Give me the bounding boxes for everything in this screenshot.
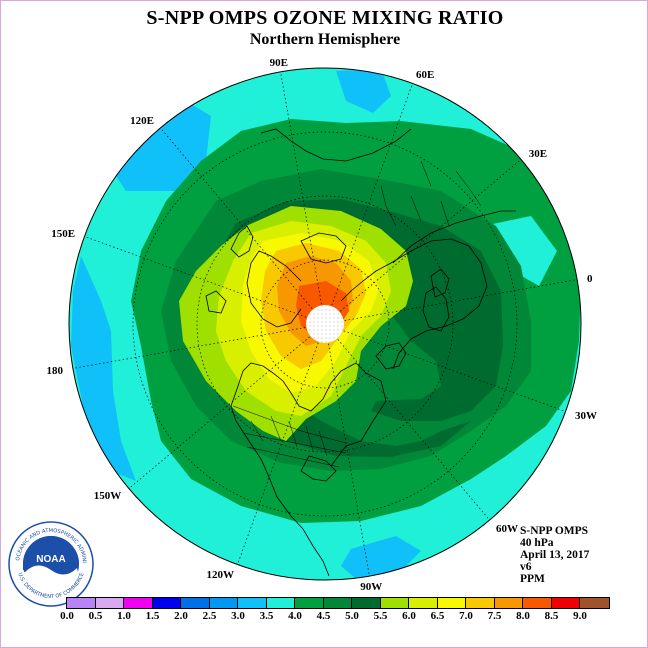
colorbar-tick-label: 2.0	[174, 610, 188, 622]
colorbar-swatch	[409, 598, 438, 608]
longitude-label: 30E	[529, 148, 547, 160]
colorbar-tick-label: 6.5	[430, 610, 445, 622]
colorbar-swatch	[523, 598, 552, 608]
field-level-3.0-northwest	[106, 101, 211, 191]
colorbar-swatch	[466, 598, 495, 608]
graticule	[72, 71, 578, 577]
colorbar-swatch	[181, 598, 210, 608]
product-info: S-NPP OMPS 40 hPa April 13, 2017 v6 PPM	[520, 525, 589, 585]
field-level-3.0-west	[71, 256, 136, 481]
colorbar-swatch	[551, 598, 580, 608]
meridian-line	[331, 83, 413, 306]
colorbar-swatch	[352, 598, 381, 608]
colorbar-tick-label: 8.5	[544, 610, 559, 622]
colorbar-swatch	[238, 598, 267, 608]
meridian-line	[128, 336, 310, 489]
colorbar-swatch	[494, 598, 523, 608]
colorbar-swatch	[67, 598, 96, 608]
coastlines	[205, 128, 516, 577]
colorbar-tick-label: 7.0	[459, 610, 473, 622]
political-borders	[232, 160, 482, 468]
longitude-label: 150E	[51, 228, 75, 240]
longitude-label: 90E	[270, 57, 288, 69]
longitude-label: 150W	[94, 490, 122, 502]
meridian-line	[84, 236, 307, 318]
colorbar-swatch	[209, 598, 238, 608]
colorbar-tick-label: 9.0	[573, 610, 587, 622]
colorbar-swatch	[437, 598, 466, 608]
map-boundary	[68, 67, 582, 581]
missing-data-pole	[306, 305, 344, 343]
meridian-line	[160, 127, 313, 309]
colorbar-swatch	[295, 598, 324, 608]
field-level-3.0-east	[336, 69, 391, 113]
meridian-line	[343, 330, 566, 412]
meridian-line	[280, 71, 322, 305]
longitude-label: 120W	[207, 569, 235, 581]
longitude-label: 180	[47, 365, 64, 377]
latitude-circle	[132, 131, 518, 517]
colorbar-swatch	[95, 598, 124, 608]
map-title: S-NPP OMPS OZONE MIXING RATIO	[146, 7, 504, 29]
colorbar-tick-label: 3.5	[259, 610, 274, 622]
latitude-circle	[260, 259, 390, 389]
colorbar-tick-label: 3.0	[231, 610, 245, 622]
meridian-line	[328, 343, 370, 577]
logo-text: NOAA	[36, 554, 65, 565]
colorbar-tick-label: 6.0	[402, 610, 416, 622]
longitude-label: 90W	[360, 581, 382, 593]
field-level-3.5-notch	[483, 216, 557, 286]
colorbar-tick-label: 4.5	[316, 610, 331, 622]
latitude-circle	[196, 195, 454, 453]
info-level: 40 hPa	[520, 537, 554, 549]
colorbar-tick-label: 5.0	[345, 610, 359, 622]
colorbar-tick-label: 1.0	[117, 610, 131, 622]
colorbar-tick-label: 1.5	[145, 610, 160, 622]
longitude-label: 30W	[575, 410, 597, 422]
colorbar-swatch	[323, 598, 352, 608]
info-instrument: S-NPP OMPS	[520, 525, 589, 537]
colorbar-swatch	[380, 598, 409, 608]
longitude-label: 60W	[496, 523, 518, 535]
colorbar-swatch	[266, 598, 295, 608]
colorbar-tick-label: 0.5	[88, 610, 103, 622]
info-units: PPM	[520, 573, 545, 585]
colorbar-swatch	[580, 598, 609, 608]
colorbar-tick-label: 4.0	[288, 610, 302, 622]
colorbar-tick-label: 5.5	[373, 610, 388, 622]
map-subtitle: Northern Hemisphere	[249, 31, 401, 48]
meridian-line	[344, 279, 578, 321]
colorbar-swatch	[152, 598, 181, 608]
colorbar-tick-label: 8.0	[516, 610, 530, 622]
info-date: April 13, 2017	[520, 549, 590, 561]
longitude-label: 0	[587, 273, 593, 285]
meridian-line	[72, 327, 306, 369]
colorbar	[66, 597, 610, 609]
colorbar-tick-labels: 0.0 0.5 1.0 1.5 2.0 2.5 3.0 3.5 4.0 4.5 5.0 5.5 6.0 6…	[1, 610, 647, 624]
meridian-line	[337, 339, 490, 521]
colorbar-swatch	[124, 598, 153, 608]
noaa-logo: NATIONAL OCEANIC AND ATMOSPHERIC ADMINIS…	[7, 520, 94, 607]
colorbar-tick-label: 2.5	[202, 610, 217, 622]
longitude-labels: 0 30E 60E 90E 120E 150E 180 150W 120W 90W 60W 30W	[47, 57, 597, 593]
meridian-line	[237, 342, 319, 565]
info-version: v6	[520, 561, 532, 573]
longitude-label: 120E	[130, 115, 154, 127]
meridian-line	[340, 159, 522, 312]
longitude-label: 60E	[416, 69, 434, 81]
logo-bird-shape	[24, 565, 78, 593]
colorbar-tick-label: 7.5	[487, 610, 502, 622]
colorbar-tick-label: 0.0	[60, 610, 74, 622]
